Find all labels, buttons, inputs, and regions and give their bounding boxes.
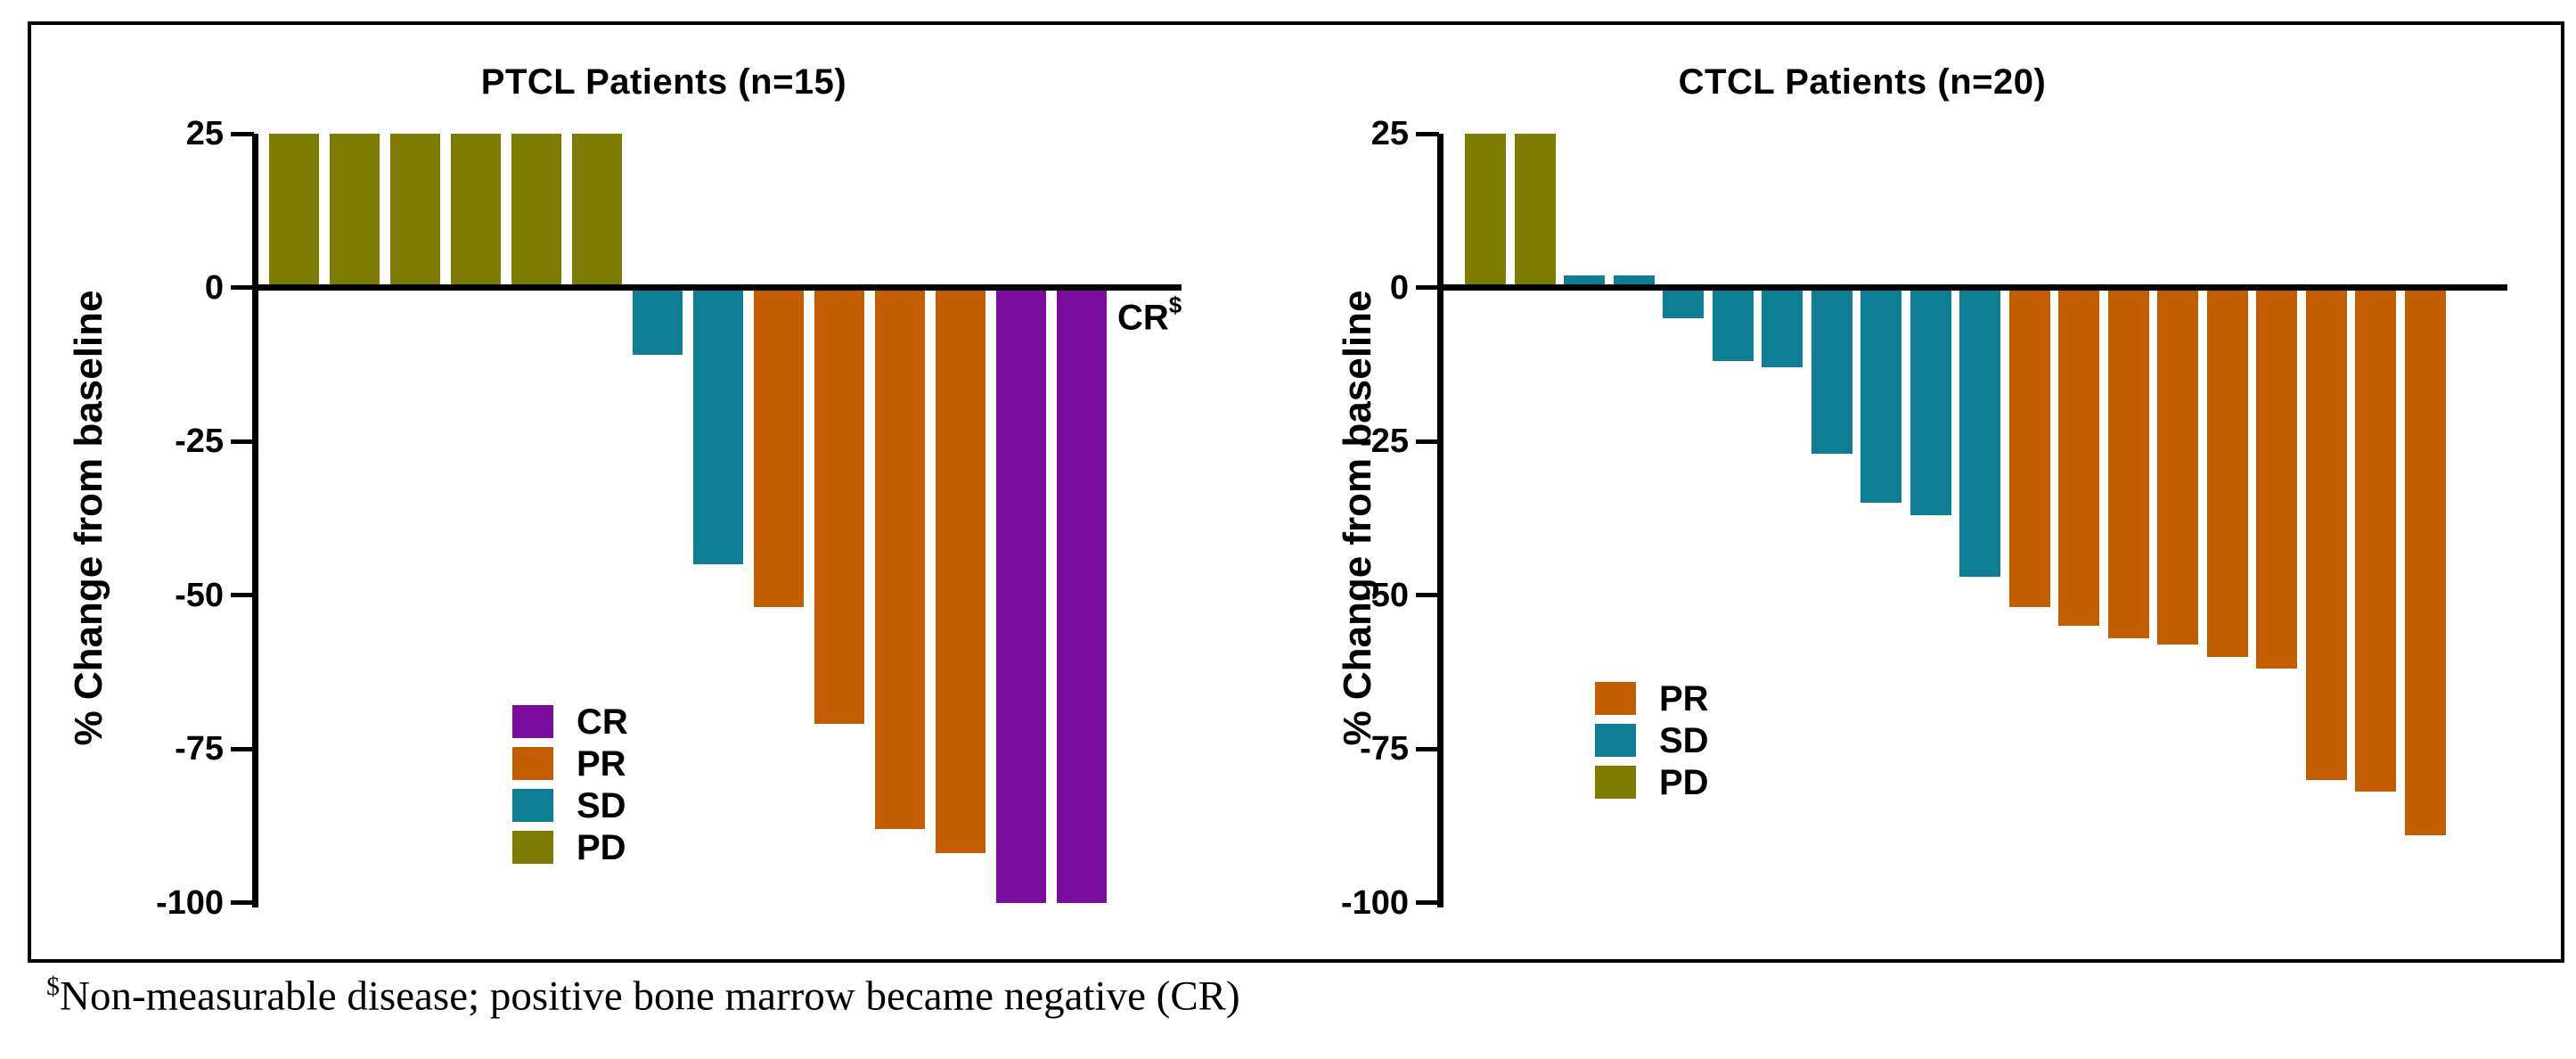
y-tick-mark	[231, 746, 254, 751]
legend-row-sd: SD	[512, 784, 628, 826]
footnote: $Non-measurable disease; positive bone m…	[46, 972, 1240, 1021]
patient-bar-sd	[1910, 287, 1951, 515]
legend-label-pd: PD	[577, 827, 626, 867]
ptcl-legend: CR PR SD PD	[512, 701, 628, 868]
legend-label-sd: SD	[577, 785, 626, 825]
patient-bar-sd	[693, 287, 743, 564]
legend-row-cr: CR	[512, 701, 628, 743]
patient-bar-pr	[2355, 287, 2396, 792]
patient-bar-pr	[2256, 287, 2297, 669]
patient-bar-sd	[1663, 287, 1704, 318]
patient-bar-pd	[451, 134, 501, 288]
patient-bar-sd	[633, 287, 683, 356]
ctcl-title: CTCL Patients (n=20)	[1678, 62, 2047, 102]
patient-bar-pr	[2305, 287, 2347, 780]
y-tick-label: 25	[185, 115, 224, 152]
patient-bar-cr	[996, 287, 1046, 903]
legend-swatch-pd	[1595, 766, 1636, 799]
y-axis-line	[252, 134, 258, 907]
patient-bar-pd	[511, 134, 561, 288]
y-tick-mark	[231, 439, 254, 444]
y-tick-mark	[1416, 593, 1439, 597]
patient-bar-pr	[2404, 287, 2446, 835]
y-tick-label: -100	[155, 883, 224, 922]
patient-bar-sd	[1860, 287, 1901, 503]
y-axis-line	[1437, 134, 1443, 907]
legend-row-pr: PR	[512, 743, 628, 784]
legend-label-cr: CR	[577, 702, 628, 742]
legend-swatch-pr	[1595, 682, 1636, 715]
legend-label-pr: PR	[1659, 678, 1709, 718]
patient-bar-pd	[330, 134, 380, 288]
y-tick-label: -75	[1360, 730, 1409, 768]
patient-bar-pd	[269, 134, 319, 288]
patient-bar-cr	[1057, 287, 1107, 903]
patient-bar-pr	[875, 287, 925, 829]
patient-bar-sd	[1959, 287, 2000, 577]
legend-row-pd: PD	[512, 826, 628, 868]
y-tick-mark	[1416, 131, 1439, 136]
cr-annotation: CR$	[1117, 291, 1182, 338]
y-tick-mark	[1416, 900, 1439, 905]
y-tick-label: -50	[1360, 576, 1409, 614]
patient-bar-pd	[390, 134, 440, 288]
patient-bar-pr	[754, 287, 804, 608]
legend-swatch-pr	[512, 747, 553, 780]
y-tick-label: 25	[1370, 115, 1409, 152]
ctcl-legend: PR SD PD	[1595, 677, 1709, 803]
legend-row-sd: SD	[1595, 719, 1709, 761]
legend-swatch-sd	[1595, 724, 1636, 757]
zero-baseline	[258, 284, 1182, 291]
legend-label-pd: PD	[1659, 762, 1709, 802]
patient-bar-pr	[936, 287, 985, 854]
y-tick-mark	[231, 593, 254, 597]
legend-label-sd: SD	[1659, 720, 1709, 760]
y-tick-mark	[231, 131, 254, 136]
patient-bar-sd	[1762, 287, 1803, 368]
patient-bar-pr	[2058, 287, 2099, 626]
cr-annotation-superscript: $	[1168, 291, 1182, 318]
cr-annotation-text: CR	[1117, 298, 1169, 338]
zero-baseline	[1443, 284, 2507, 291]
patient-bar-pr	[2107, 287, 2149, 638]
y-tick-mark	[1416, 285, 1439, 290]
legend-swatch-sd	[512, 789, 553, 822]
footnote-text: Non-measurable disease; positive bone ma…	[60, 973, 1240, 1020]
patient-bar-pr	[2008, 287, 2050, 608]
patient-bar-pd	[1514, 134, 1556, 288]
legend-row-pd: PD	[1595, 761, 1709, 803]
patient-bar-pd	[572, 134, 622, 288]
legend-row-pr: PR	[1595, 677, 1709, 719]
y-tick-mark	[1416, 746, 1439, 751]
legend-swatch-cr	[512, 705, 553, 738]
ptcl-title: PTCL Patients (n=15)	[480, 62, 847, 102]
patient-bar-pr	[814, 287, 864, 725]
y-tick-label: -100	[1340, 883, 1409, 922]
patient-bar-pr	[2157, 287, 2198, 644]
patient-bar-sd	[1712, 287, 1754, 362]
patient-bar-pr	[2206, 287, 2248, 657]
legend-swatch-pd	[512, 831, 553, 864]
patient-bar-sd	[1811, 287, 1852, 454]
y-tick-label: -25	[175, 423, 224, 460]
y-tick-label: -25	[1360, 423, 1409, 460]
y-tick-mark	[1416, 439, 1439, 444]
y-tick-label: -75	[175, 730, 224, 768]
y-tick-mark	[231, 900, 254, 905]
footnote-superscript: $	[46, 972, 60, 1001]
y-tick-label: 0	[204, 268, 224, 307]
y-tick-mark	[231, 285, 254, 290]
legend-label-pr: PR	[577, 743, 626, 784]
y-tick-label: -50	[175, 576, 224, 614]
y-tick-label: 0	[1389, 268, 1409, 307]
patient-bar-pd	[1465, 134, 1506, 288]
